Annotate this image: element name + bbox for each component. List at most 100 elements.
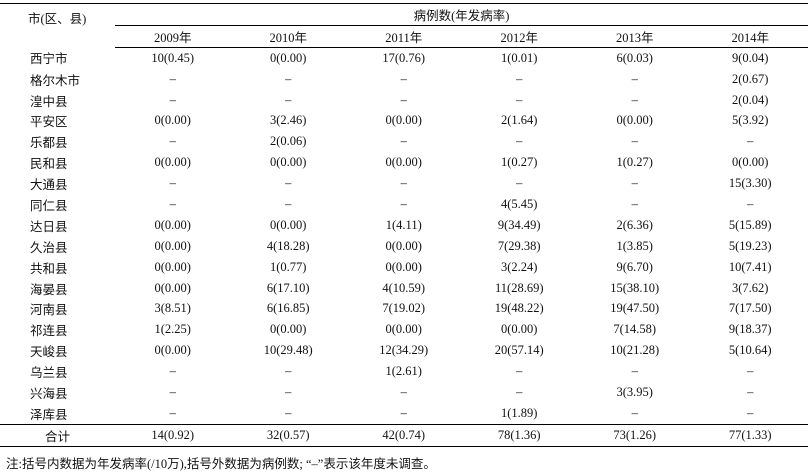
table-row: 乌兰县 – – 1(2.61) – – – bbox=[0, 361, 808, 382]
value-cell: – bbox=[169, 196, 176, 211]
value-cell: – bbox=[747, 384, 754, 399]
value-cell: 6(0.03) bbox=[616, 50, 653, 65]
value-cell: – bbox=[747, 134, 754, 149]
value-cell: – bbox=[631, 134, 638, 149]
value-cell: – bbox=[747, 405, 754, 420]
value-cell: 5(15.89) bbox=[728, 217, 772, 232]
value-cell: – bbox=[400, 134, 407, 149]
value-cell: – bbox=[516, 134, 523, 149]
value-cell: 0(0.00) bbox=[385, 259, 422, 274]
region-cell: 乐都县 bbox=[30, 136, 68, 151]
table-row: 河南县 3(8.51) 6(16.85) 7(19.02) 19(48.22) 19(47… bbox=[0, 298, 808, 319]
value-cell: 4(18.28) bbox=[266, 238, 310, 253]
year-header: 2012年 bbox=[461, 25, 577, 48]
value-cell: 9(34.49) bbox=[497, 217, 541, 232]
value-cell: 1(0.77) bbox=[270, 259, 307, 274]
value-cell: 6(16.85) bbox=[266, 301, 310, 316]
value-cell: – bbox=[169, 176, 176, 191]
value-cell: 1(3.85) bbox=[616, 238, 653, 253]
value-cell: 32(0.57) bbox=[230, 423, 346, 447]
value-cell: 1(1.89) bbox=[501, 405, 538, 420]
value-cell: 0(0.00) bbox=[154, 113, 191, 128]
table-header: 市(区、县) 病例数(年发病率) 2009年 2010年 2011年 2012年 201… bbox=[0, 3, 808, 48]
value-cell: – bbox=[285, 405, 292, 420]
region-cell: 民和县 bbox=[30, 157, 68, 172]
value-cell: – bbox=[169, 71, 176, 86]
region-cell: 久治县 bbox=[30, 240, 68, 255]
region-cell: 达日县 bbox=[30, 219, 68, 234]
value-cell: – bbox=[631, 71, 638, 86]
year-header: 2009年 bbox=[115, 25, 231, 48]
value-cell: 4(10.59) bbox=[382, 280, 426, 295]
value-cell: – bbox=[169, 134, 176, 149]
value-cell: 17(0.76) bbox=[382, 50, 426, 65]
value-cell: – bbox=[631, 364, 638, 379]
value-cell: 9(6.70) bbox=[616, 259, 653, 274]
value-cell: 78(1.36) bbox=[461, 423, 577, 447]
value-cell: 3(8.51) bbox=[154, 301, 191, 316]
table-row: 泽库县 – – – 1(1.89) – – bbox=[0, 403, 808, 424]
value-cell: 0(0.00) bbox=[270, 155, 307, 170]
value-cell: – bbox=[631, 405, 638, 420]
value-cell: – bbox=[285, 176, 292, 191]
value-cell: 1(0.27) bbox=[501, 155, 538, 170]
table-row: 祁连县 1(2.25) 0(0.00) 0(0.00) 0(0.00) 7(14.58) 9… bbox=[0, 319, 808, 340]
year-header: 2011年 bbox=[346, 25, 462, 48]
value-cell: 0(0.00) bbox=[270, 217, 307, 232]
region-cell: 西宁市 bbox=[30, 52, 68, 67]
region-cell: 乌兰县 bbox=[30, 366, 68, 381]
table-row: 达日县 0(0.00) 0(0.00) 1(4.11) 9(34.49) 2(6.36) 5… bbox=[0, 215, 808, 236]
group-header: 病例数(年发病率) bbox=[115, 3, 808, 26]
value-cell: – bbox=[285, 384, 292, 399]
table-row: 合计 14(0.92) 32(0.57) 42(0.74) 78(1.36) 73(1.2… bbox=[0, 423, 808, 447]
value-cell: 5(19.23) bbox=[728, 238, 772, 253]
table-row: 湟中县 – – – – – 2(0.04) bbox=[0, 90, 808, 111]
value-cell: 42(0.74) bbox=[346, 423, 462, 447]
value-cell: 0(0.00) bbox=[154, 217, 191, 232]
value-cell: 6(17.10) bbox=[266, 280, 310, 295]
value-cell: 11(28.69) bbox=[495, 280, 544, 295]
table-row: 兴海县 – – – – 3(3.95) – bbox=[0, 382, 808, 403]
value-cell: 1(4.11) bbox=[385, 217, 422, 232]
table-row: 共和县 0(0.00) 1(0.77) 0(0.00) 3(2.24) 9(6.70) 10… bbox=[0, 257, 808, 278]
value-cell: 15(38.10) bbox=[610, 280, 660, 295]
value-cell: – bbox=[516, 364, 523, 379]
table-row: 天峻县 0(0.00) 10(29.48) 12(34.29) 20(57.14) 10(… bbox=[0, 340, 808, 361]
value-cell: – bbox=[400, 92, 407, 107]
year-header: 2014年 bbox=[692, 25, 808, 48]
value-cell: 10(0.45) bbox=[151, 50, 195, 65]
value-cell: 0(0.00) bbox=[385, 322, 422, 337]
value-cell: – bbox=[169, 92, 176, 107]
value-cell: 77(1.33) bbox=[692, 423, 808, 447]
region-cell: 平安区 bbox=[30, 115, 68, 130]
value-cell: 10(21.28) bbox=[610, 343, 660, 358]
region-cell: 祁连县 bbox=[30, 324, 68, 339]
value-cell: 15(3.30) bbox=[728, 176, 772, 191]
value-cell: 5(10.64) bbox=[728, 343, 772, 358]
table-row: 久治县 0(0.00) 4(18.28) 0(0.00) 7(29.38) 1(3.85)… bbox=[0, 236, 808, 257]
value-cell: – bbox=[400, 384, 407, 399]
value-cell: 0(0.00) bbox=[270, 50, 307, 65]
region-header: 市(区、县) bbox=[0, 3, 115, 48]
value-cell: 2(0.67) bbox=[732, 71, 769, 86]
footnote: 注:括号内数据为年发病率(/10万),括号外数据为病例数; “–”表示该年度未调… bbox=[6, 457, 436, 471]
region-cell: 共和县 bbox=[30, 261, 68, 276]
value-cell: – bbox=[516, 71, 523, 86]
table-row: 西宁市 10(0.45) 0(0.00) 17(0.76) 1(0.01) 6(0.03)… bbox=[0, 47, 808, 68]
region-cell: 合计 bbox=[0, 423, 115, 447]
value-cell: – bbox=[400, 405, 407, 420]
value-cell: – bbox=[169, 364, 176, 379]
value-cell: 2(6.36) bbox=[616, 217, 653, 232]
value-cell: 3(7.62) bbox=[732, 280, 769, 295]
value-cell: 0(0.00) bbox=[732, 155, 769, 170]
region-cell: 格尔木市 bbox=[30, 73, 81, 88]
value-cell: 73(1.26) bbox=[577, 423, 693, 447]
value-cell: 1(2.25) bbox=[154, 322, 191, 337]
year-header: 2013年 bbox=[577, 25, 693, 48]
value-cell: 20(57.14) bbox=[494, 343, 544, 358]
value-cell: – bbox=[516, 92, 523, 107]
value-cell: – bbox=[516, 176, 523, 191]
value-cell: 9(0.04) bbox=[732, 50, 769, 65]
header-row: 市(区、县) 病例数(年发病率) bbox=[0, 3, 808, 48]
